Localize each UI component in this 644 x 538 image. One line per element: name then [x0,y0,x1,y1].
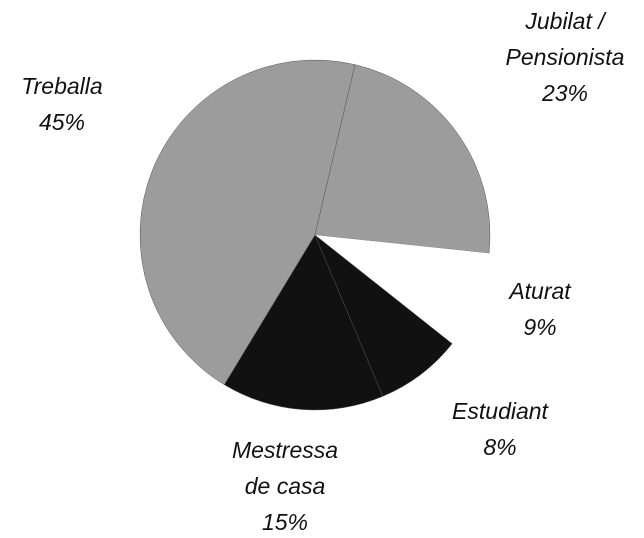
category-label: Aturat [509,278,571,304]
pie-slice [315,235,490,344]
slice-label: Jubilat / Pensionista 23% [505,3,625,111]
value-label: 8% [483,434,517,460]
value-label: 15% [261,509,309,535]
pie-slice [314,64,491,254]
value-label: 45% [38,109,86,135]
slice-label: Aturat 9% [470,273,610,345]
category-label: Treballa [21,73,103,99]
category-label: Estudiant [452,398,548,424]
pie-slice [224,234,384,411]
value-label: 23% [541,80,589,106]
category-label: Mestressa de casa [231,437,339,499]
slice-label: Estudiant 8% [430,393,570,465]
pie-slice [139,59,356,386]
category-label: Jubilat / Pensionista [505,8,625,70]
value-label: 9% [523,314,557,340]
slice-label: Treballa 45% [0,68,132,140]
slice-label: Mestressa de casa 15% [228,432,343,538]
